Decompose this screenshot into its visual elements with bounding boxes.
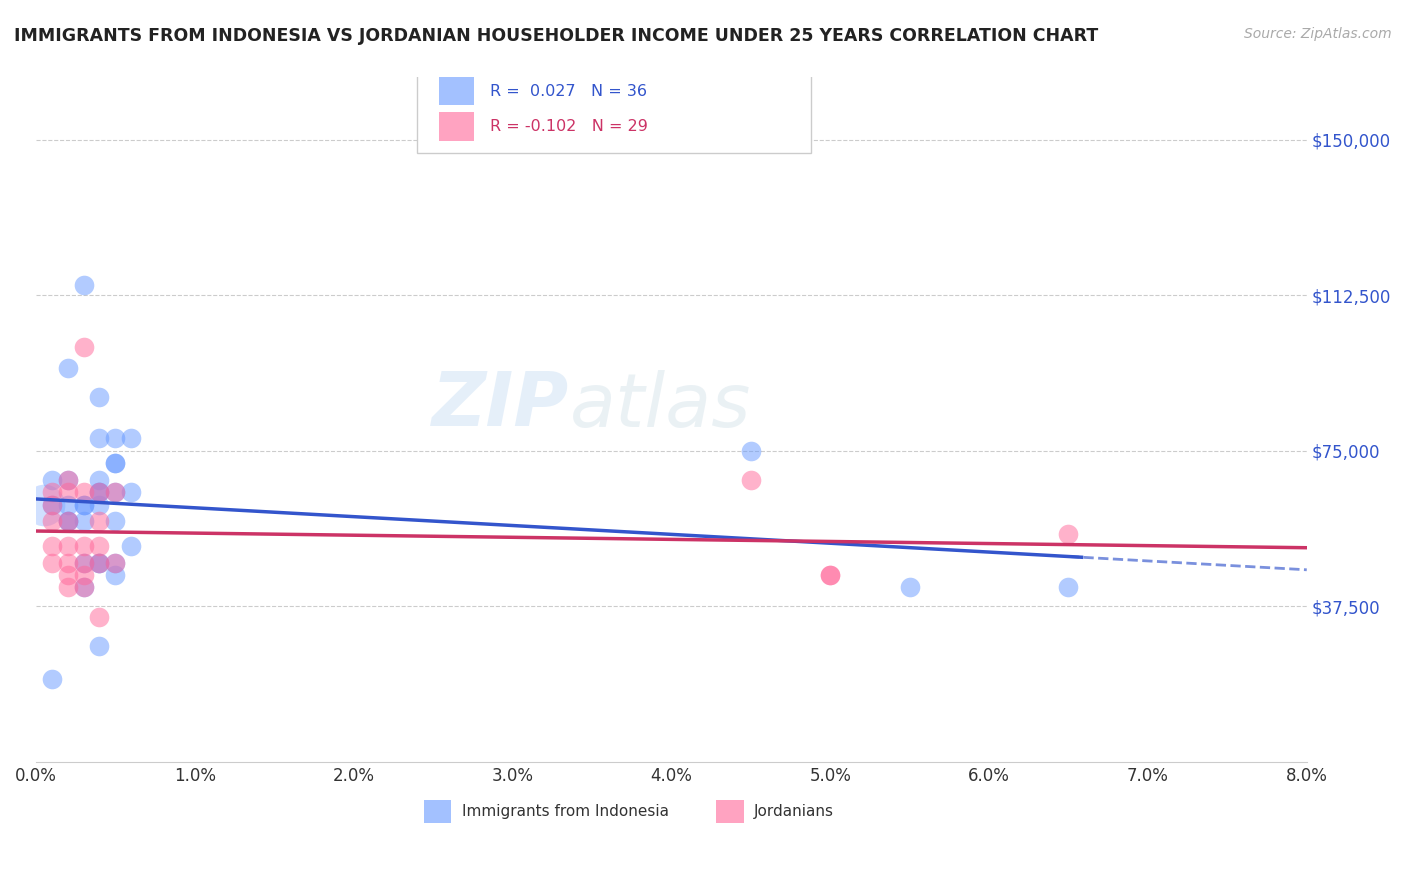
Point [89, 556, 111, 570]
Point [56, 473, 79, 487]
Point [56, 514, 79, 528]
Point [72, 277, 94, 292]
Point [56, 360, 79, 375]
Point [41, 514, 63, 528]
Point [56, 556, 79, 570]
Bar [716, 800, 744, 823]
Point [72, 485, 94, 500]
Point [89, 556, 111, 570]
Point [56, 485, 79, 500]
Text: R =  0.027   N = 36: R = 0.027 N = 36 [489, 84, 647, 99]
Point [41, 485, 63, 500]
Point [1057, 526, 1080, 541]
Text: IMMIGRANTS FROM INDONESIA VS JORDANIAN HOUSEHOLDER INCOME UNDER 25 YEARS CORRELA: IMMIGRANTS FROM INDONESIA VS JORDANIAN H… [14, 27, 1098, 45]
Point [41, 556, 63, 570]
Point [56, 539, 79, 553]
Point [89, 485, 111, 500]
Point [740, 473, 762, 487]
Point [41, 498, 63, 512]
Point [104, 456, 127, 470]
Point [89, 514, 111, 528]
Point [120, 431, 142, 445]
Point [72, 340, 94, 354]
Text: R = -0.102   N = 29: R = -0.102 N = 29 [489, 120, 648, 134]
Point [104, 568, 127, 582]
Point [41, 539, 63, 553]
Bar [423, 800, 451, 823]
Point [72, 556, 94, 570]
Point [89, 556, 111, 570]
Point [89, 485, 111, 500]
Point [56, 568, 79, 582]
Bar [439, 112, 474, 141]
Text: Jordanians: Jordanians [754, 804, 834, 819]
Point [72, 581, 94, 595]
Point [41, 672, 63, 686]
Point [72, 498, 94, 512]
Point [89, 539, 111, 553]
Point [72, 568, 94, 582]
Point [104, 485, 127, 500]
Point [818, 568, 841, 582]
Point [104, 431, 127, 445]
Point [89, 390, 111, 404]
Point [32, 498, 55, 512]
Point [120, 485, 142, 500]
Point [89, 498, 111, 512]
Point [104, 556, 127, 570]
Point [818, 568, 841, 582]
Point [72, 514, 94, 528]
Point [41, 498, 63, 512]
Point [56, 514, 79, 528]
Text: Source: ZipAtlas.com: Source: ZipAtlas.com [1244, 27, 1392, 41]
Point [89, 485, 111, 500]
Point [89, 609, 111, 624]
Point [1057, 581, 1080, 595]
Point [72, 539, 94, 553]
Point [89, 431, 111, 445]
Point [72, 498, 94, 512]
Point [72, 556, 94, 570]
Point [56, 473, 79, 487]
FancyBboxPatch shape [418, 65, 811, 153]
Point [72, 581, 94, 595]
Bar [439, 77, 474, 105]
Point [104, 556, 127, 570]
Point [89, 473, 111, 487]
Text: Immigrants from Indonesia: Immigrants from Indonesia [461, 804, 669, 819]
Point [56, 514, 79, 528]
Point [56, 581, 79, 595]
Text: ZIP: ZIP [433, 369, 569, 442]
Point [120, 539, 142, 553]
Text: atlas: atlas [569, 370, 751, 442]
Point [104, 514, 127, 528]
Point [104, 485, 127, 500]
Point [56, 498, 79, 512]
Point [41, 473, 63, 487]
Point [898, 581, 921, 595]
Point [89, 639, 111, 653]
Point [104, 456, 127, 470]
Point [740, 443, 762, 458]
